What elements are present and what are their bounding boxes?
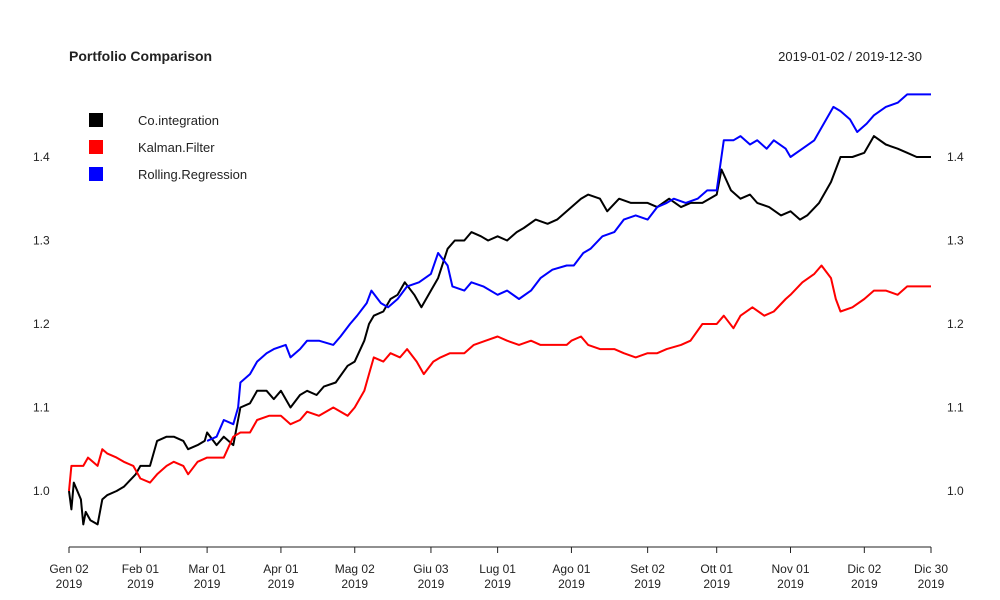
series-lines <box>68 93 931 526</box>
x-tick-year-label: 2019 <box>194 577 221 591</box>
x-tick-year-label: 2019 <box>484 577 511 591</box>
x-tick-year-label: 2019 <box>851 577 878 591</box>
series-line-kalman-filter <box>68 264 931 492</box>
x-tick-year-label: 2019 <box>777 577 804 591</box>
x-tick-label: Giu 03 <box>413 562 449 576</box>
y-tick-label-left: 1.3 <box>33 234 50 248</box>
y-axis-right: 1.0 1.1 1.2 1.3 1.4 <box>947 150 964 498</box>
x-tick-year-label: 2019 <box>56 577 83 591</box>
y-tick-label-right: 1.4 <box>947 150 964 164</box>
y-tick-label-right: 1.2 <box>947 317 964 331</box>
x-tick-label: Nov 01 <box>771 562 809 576</box>
x-tick-year-label: 2019 <box>918 577 945 591</box>
x-tick-label: Apr 01 <box>263 562 299 576</box>
x-tick-year-label: 2019 <box>634 577 661 591</box>
x-tick-year-label: 2019 <box>703 577 730 591</box>
y-tick-label-left: 1.0 <box>33 484 50 498</box>
x-tick-label: Mar 01 <box>188 562 226 576</box>
legend: Co.integration Kalman.Filter Rolling.Regre… <box>89 113 247 182</box>
x-tick-label: Dic 30 <box>914 562 948 576</box>
y-tick-label-right: 1.3 <box>947 234 964 248</box>
series-line-co-integration <box>68 135 931 526</box>
x-tick-label: Feb 01 <box>122 562 160 576</box>
legend-label: Kalman.Filter <box>138 140 215 155</box>
x-tick-label: Ott 01 <box>700 562 733 576</box>
y-axis-left: 1.0 1.1 1.2 1.3 1.4 <box>33 150 50 498</box>
series-line-rolling-regression <box>206 93 931 442</box>
legend-swatch <box>89 167 103 181</box>
x-tick-label: Ago 01 <box>552 562 590 576</box>
y-tick-label-left: 1.2 <box>33 317 50 331</box>
legend-label: Co.integration <box>138 113 219 128</box>
x-tick-year-label: 2019 <box>341 577 368 591</box>
x-tick-label: Dic 02 <box>847 562 881 576</box>
legend-label: Rolling.Regression <box>138 167 247 182</box>
x-tick-label: Lug 01 <box>479 562 516 576</box>
chart-title: Portfolio Comparison <box>69 48 212 64</box>
x-tick-year-label: 2019 <box>558 577 585 591</box>
x-tick-label: Mag 02 <box>335 562 375 576</box>
x-tick-year-label: 2019 <box>127 577 154 591</box>
x-tick-year-label: 2019 <box>418 577 445 591</box>
x-tick-label: Set 02 <box>630 562 665 576</box>
x-tick-label: Gen 02 <box>49 562 89 576</box>
date-range-label: 2019-01-02 / 2019-12-30 <box>778 49 922 64</box>
y-tick-label-left: 1.4 <box>33 150 50 164</box>
x-tick-year-label: 2019 <box>268 577 295 591</box>
legend-swatch <box>89 113 103 127</box>
y-tick-label-left: 1.1 <box>33 401 50 415</box>
legend-swatch <box>89 140 103 154</box>
y-tick-label-right: 1.1 <box>947 401 964 415</box>
y-tick-label-right: 1.0 <box>947 484 964 498</box>
